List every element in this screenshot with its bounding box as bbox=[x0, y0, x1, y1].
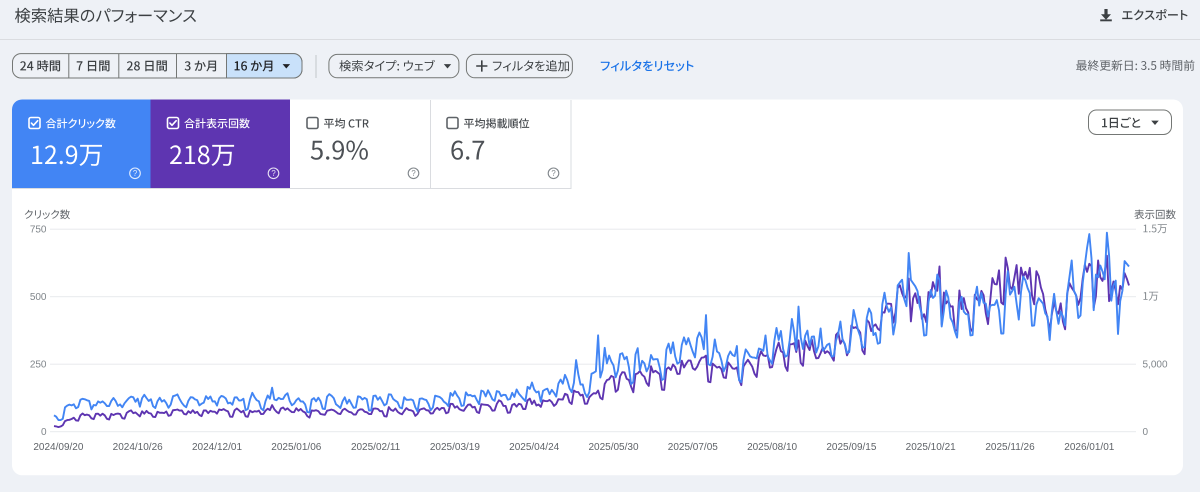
svg-text:?: ? bbox=[133, 169, 138, 178]
svg-text:2025/02/11: 2025/02/11 bbox=[351, 442, 401, 453]
svg-text:2026/01/01: 2026/01/01 bbox=[1064, 442, 1114, 453]
svg-text:500: 500 bbox=[30, 292, 47, 303]
svg-text:2025/03/19: 2025/03/19 bbox=[430, 442, 480, 453]
svg-text:2025/07/05: 2025/07/05 bbox=[668, 442, 718, 453]
svg-text:2024/10/26: 2024/10/26 bbox=[113, 442, 163, 453]
svg-text:2025/08/10: 2025/08/10 bbox=[747, 442, 797, 453]
svg-text:?: ? bbox=[411, 169, 416, 178]
svg-text:0: 0 bbox=[1143, 427, 1149, 438]
svg-text:2024/12/01: 2024/12/01 bbox=[192, 442, 242, 453]
svg-text:2024/09/20: 2024/09/20 bbox=[33, 442, 83, 453]
svg-text:2025/01/06: 2025/01/06 bbox=[271, 442, 321, 453]
svg-text:2025/10/21: 2025/10/21 bbox=[906, 442, 956, 453]
svg-text:2025/04/24: 2025/04/24 bbox=[509, 442, 559, 453]
svg-text:750: 750 bbox=[30, 224, 47, 235]
svg-text:250: 250 bbox=[30, 359, 47, 370]
svg-text:5,000: 5,000 bbox=[1143, 359, 1168, 370]
svg-text:2025/09/15: 2025/09/15 bbox=[826, 442, 876, 453]
svg-text:?: ? bbox=[551, 169, 556, 178]
svg-text:0: 0 bbox=[41, 427, 47, 438]
svg-text:2025/11/26: 2025/11/26 bbox=[985, 442, 1035, 453]
svg-text:?: ? bbox=[271, 169, 276, 178]
svg-text:2025/05/30: 2025/05/30 bbox=[588, 442, 638, 453]
